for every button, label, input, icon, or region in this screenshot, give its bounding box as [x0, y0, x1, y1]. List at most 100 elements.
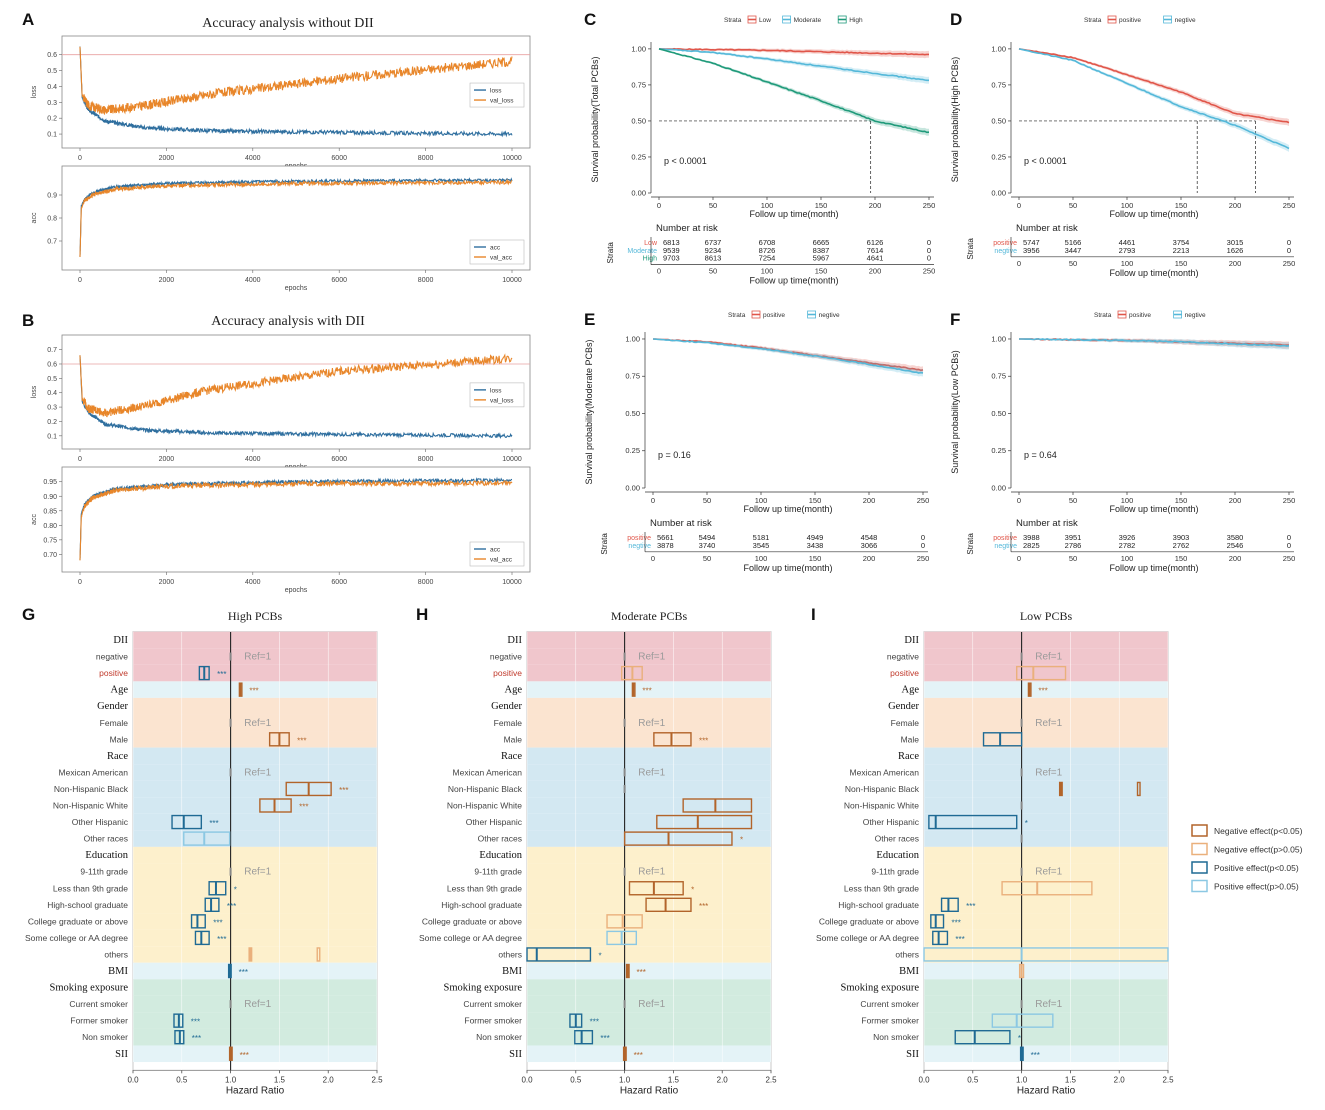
legend-box	[469, 541, 525, 567]
y-tick-label: 0.2	[47, 116, 57, 123]
survival-curve-Low	[659, 47, 929, 56]
row-band	[924, 780, 1168, 798]
row-label: others	[498, 949, 522, 959]
x-axis-label: Follow up time(month)	[1109, 504, 1198, 514]
x-tick-label: 2.0	[323, 1075, 335, 1084]
x-tick-label: 1.0	[225, 1075, 237, 1084]
significance-mark: ***	[191, 1018, 200, 1027]
row-band	[133, 896, 377, 914]
legend-label: Negative effect(p<0.05)	[1214, 826, 1303, 836]
ci-box	[171, 814, 203, 830]
row-band	[527, 764, 771, 781]
risk-value: 8613	[705, 254, 722, 263]
risk-x-tick-label: 150	[1175, 554, 1188, 563]
row-label: BMI	[108, 966, 128, 977]
row-band	[527, 797, 771, 814]
row-band	[924, 846, 1168, 864]
confidence-band-Low	[659, 48, 929, 59]
risk-x-axis-label: Follow up time(month)	[1109, 268, 1198, 278]
row-band	[924, 681, 1168, 698]
row-band	[527, 946, 771, 963]
significance-mark: ***	[249, 687, 258, 696]
row-label: Less than 9th grade	[844, 883, 919, 893]
row-band	[133, 648, 377, 665]
reference-text: Ref=1	[244, 718, 271, 729]
significance-mark: *	[1025, 819, 1028, 828]
risk-value: 7614	[867, 246, 884, 255]
row-label: Non smoker	[82, 1032, 128, 1042]
row-band	[527, 846, 771, 864]
row-band	[527, 863, 771, 880]
x-tick-label: 0	[657, 201, 661, 210]
y-tick-label: 0.00	[625, 484, 640, 493]
x-tick-label: 4000	[245, 456, 261, 463]
y-axis-label: Survival probability(Total PCBs)	[590, 56, 600, 182]
row-band	[924, 830, 1168, 847]
significance-mark: ***	[297, 736, 306, 745]
legend-label: Positive effect(p<0.05)	[1214, 863, 1299, 873]
significance-mark: ***	[1038, 687, 1047, 696]
row-label: others	[104, 949, 128, 959]
row-label: Non-Hispanic White	[53, 801, 128, 811]
x-tick-label: 8000	[418, 579, 434, 586]
row-band	[133, 1028, 377, 1046]
risk-value: 5967	[813, 254, 830, 263]
risk-value: 4949	[807, 533, 824, 542]
row-label: Other Hispanic	[72, 817, 129, 827]
legend-label: loss	[490, 387, 502, 394]
survival-curve-High	[658, 48, 930, 134]
risk-table-title: Number at risk	[1016, 518, 1078, 529]
legend-label: negtive	[1175, 17, 1196, 24]
x-tick-label: 6000	[331, 579, 347, 586]
panel-letter-G: G	[22, 605, 35, 624]
row-band	[133, 863, 377, 880]
x-tick-label: 100	[761, 201, 774, 210]
row-band	[133, 846, 377, 864]
row-label: Race	[107, 751, 128, 762]
significance-mark: ***	[239, 968, 248, 977]
row-band	[527, 1012, 771, 1029]
legend-label: acc	[490, 547, 501, 554]
y-tick-label: 0.75	[991, 80, 1006, 89]
ci-box	[628, 881, 684, 896]
risk-value: 2793	[1119, 246, 1136, 255]
y-axis-label: loss	[31, 85, 38, 98]
y-tick-label: 0.50	[991, 409, 1006, 418]
row-band	[133, 913, 377, 930]
confidence-band-negtive	[1019, 48, 1289, 152]
row-label: Smoking exposure	[841, 983, 920, 994]
row-band	[133, 813, 377, 831]
subplot-bottom: 0 2000 4000 6000 8000 10000 0.7 0.8 0.9 epochs acc…	[31, 165, 531, 292]
subplot-top: 0 2000 4000 6000 8000 10000 0.1 0.2 0.3 0.4 0.5 0.6…	[31, 334, 531, 471]
risk-value: 9703	[663, 254, 680, 263]
risk-x-tick-label: 150	[815, 267, 828, 276]
row-band	[924, 913, 1168, 930]
risk-x-tick-label: 250	[1283, 259, 1296, 268]
x-tick-label: 2000	[159, 155, 175, 162]
ci-box	[526, 947, 592, 962]
x-tick-label: 0	[1017, 496, 1021, 505]
ci-box	[1001, 881, 1093, 896]
y-tick-label: 0.50	[625, 409, 640, 418]
risk-value: 3545	[753, 541, 770, 550]
row-band	[133, 681, 377, 698]
x-tick-label: 6000	[331, 277, 347, 284]
significance-mark: ***	[209, 819, 218, 828]
row-band	[527, 747, 771, 765]
row-band	[133, 946, 377, 963]
row-band	[527, 896, 771, 914]
panel-letter-B: B	[22, 311, 34, 330]
y-tick-label: 0.1	[47, 433, 57, 440]
risk-value: 7254	[759, 254, 776, 263]
risk-y-axis-label: Strata	[966, 533, 975, 555]
row-band	[527, 631, 771, 649]
survival-curve-negtive	[652, 338, 924, 374]
legend-label: negtive	[819, 312, 840, 319]
row-label: Other races	[478, 834, 522, 844]
x-tick-label: 0.5	[967, 1075, 979, 1084]
significance-mark: ***	[299, 803, 308, 812]
risk-value: 3951	[1065, 533, 1082, 542]
risk-value: 5166	[1065, 238, 1082, 247]
risk-x-tick-label: 100	[755, 554, 768, 563]
y-tick-label: 1.00	[631, 44, 646, 53]
